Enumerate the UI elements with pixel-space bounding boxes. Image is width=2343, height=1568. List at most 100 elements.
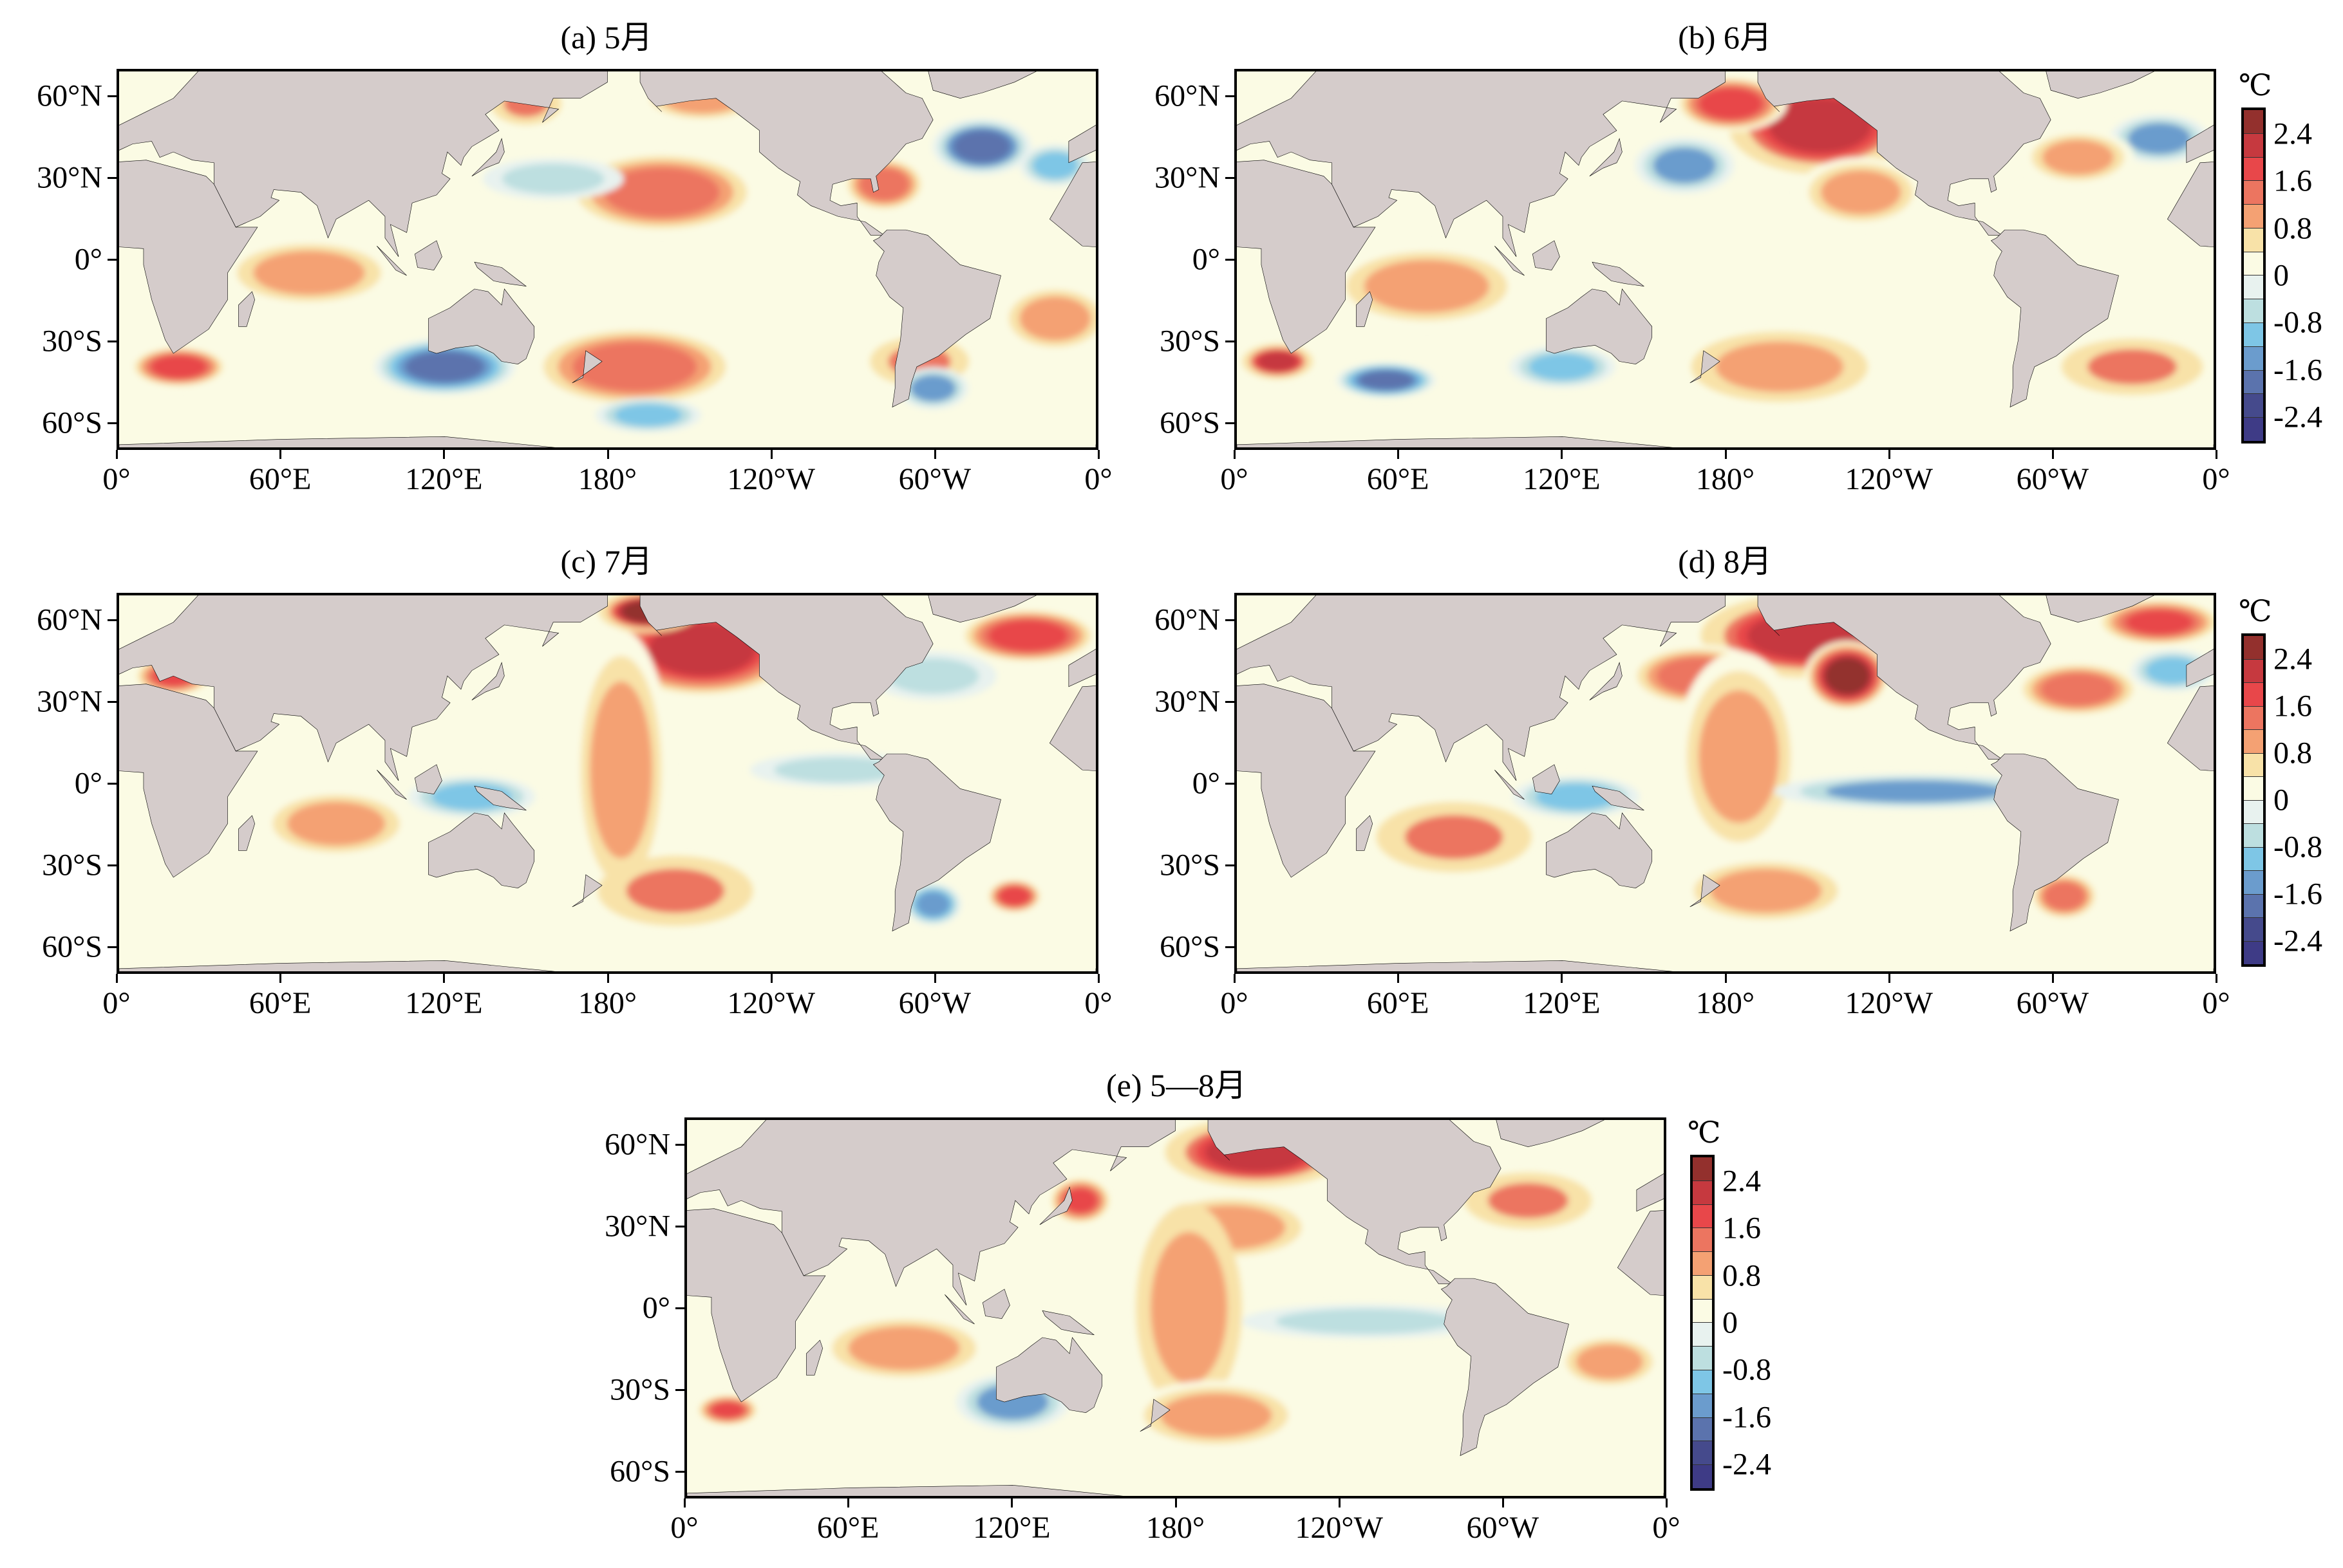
colorbar-bin — [1693, 1417, 1712, 1442]
land-mass — [1494, 246, 1524, 275]
land-mass — [1592, 786, 1644, 810]
panel-title-c: (c) 7月 — [560, 543, 653, 579]
colorbar-label: 1.6 — [2273, 163, 2312, 198]
y-tick-label: 30°S — [610, 1372, 670, 1407]
colorbar-bin — [2244, 370, 2263, 395]
x-tick-mark — [2051, 974, 2054, 983]
sst-anomaly-contour — [589, 681, 653, 859]
map-panel-a — [117, 69, 1098, 450]
x-tick-mark — [1098, 450, 1100, 459]
land-mass — [377, 770, 406, 799]
colorbar-bin — [2244, 824, 2263, 848]
sst-anomaly-contour — [952, 130, 1012, 163]
sst-anomaly-contour — [2042, 140, 2114, 175]
sst-anomaly-contour — [2044, 881, 2085, 911]
y-tick-mark — [1225, 340, 1234, 342]
sst-anomaly-contour — [1358, 370, 1414, 390]
colorbar-bin — [2244, 636, 2263, 660]
colorbar-label: 0.8 — [1722, 1258, 1761, 1293]
x-tick-mark — [770, 974, 773, 983]
y-tick-label: 0° — [1192, 242, 1220, 277]
sst-anomaly-contour — [1364, 259, 1490, 313]
colorbar-bin — [1693, 1252, 1712, 1276]
y-tick-label: 0° — [642, 1291, 670, 1325]
colorbar-label: -2.4 — [1722, 1447, 1771, 1482]
x-tick-label: 120°W — [727, 462, 815, 496]
y-tick-label: 30°N — [605, 1209, 670, 1244]
x-tick-mark — [684, 1498, 686, 1507]
x-tick-label: 60°E — [816, 1511, 880, 1545]
land-mass — [119, 436, 580, 447]
x-tick-mark — [607, 974, 609, 983]
land-mass — [415, 765, 442, 794]
colorbar-bin — [2244, 275, 2263, 300]
x-tick-mark — [1397, 450, 1400, 459]
land-mass — [2046, 71, 2160, 98]
x-tick-label: 180° — [1145, 1511, 1205, 1545]
sst-anomaly-contour — [405, 351, 485, 383]
y-tick-label: 30°S — [1160, 848, 1220, 882]
y-tick-mark — [108, 783, 117, 785]
colorbar-label: 0.8 — [2273, 211, 2312, 246]
land-mass — [572, 875, 602, 907]
y-tick-label: 0° — [74, 766, 102, 801]
y-tick-label: 30°N — [1154, 160, 1220, 195]
y-tick-mark — [108, 259, 117, 261]
colorbar-bin — [1693, 1441, 1712, 1466]
sst-anomaly-contour — [1275, 1309, 1455, 1334]
colorbar-bin — [1693, 1181, 1712, 1205]
x-tick-label: 0° — [1220, 462, 1248, 496]
y-tick-label: 0° — [1192, 766, 1220, 801]
x-tick-label: 120°E — [1523, 986, 1601, 1020]
sst-anomaly-contour — [572, 342, 697, 392]
colorbar-bin — [2244, 394, 2263, 418]
sst-anomaly-contour — [1715, 341, 1844, 393]
x-tick-label: 60°W — [898, 986, 972, 1020]
map-canvas — [1237, 595, 2214, 971]
land-mass — [472, 662, 505, 700]
land-mass — [1758, 595, 2051, 759]
colorbar-bin — [2244, 706, 2263, 730]
land-mass — [928, 595, 1042, 622]
land-mass — [1991, 754, 2118, 931]
colorbar-bin — [1693, 1157, 1712, 1181]
x-tick-mark — [1234, 450, 1236, 459]
y-tick-mark — [675, 1470, 684, 1473]
land-mass — [1049, 684, 1096, 877]
colorbar-label: 2.4 — [1722, 1164, 1761, 1199]
land-mass — [1617, 1209, 1664, 1402]
sst-anomaly-contour — [626, 868, 725, 913]
x-tick-mark — [1501, 1498, 1504, 1507]
x-tick-mark — [1234, 974, 1236, 983]
land-mass — [687, 1209, 825, 1402]
y-tick-mark — [1225, 701, 1234, 704]
sst-anomaly-contour — [648, 622, 757, 676]
x-tick-label: 60°E — [1366, 986, 1429, 1020]
y-tick-mark — [1225, 422, 1234, 424]
colorbar-label: 1.6 — [2273, 689, 2312, 723]
map-panel-b — [1234, 69, 2216, 450]
land-mass — [238, 816, 254, 850]
x-tick-mark — [847, 1498, 850, 1507]
colorbar-label: 0 — [2273, 783, 2289, 817]
y-tick-label: 60°S — [42, 929, 102, 964]
x-tick-mark — [1666, 1498, 1668, 1507]
sst-anomaly-contour — [1653, 147, 1716, 183]
sst-anomaly-contour — [1820, 170, 1901, 215]
land-mass — [1356, 292, 1372, 326]
sst-anomaly-contour — [1404, 815, 1503, 859]
sst-anomaly-contour — [1033, 152, 1078, 179]
colorbar — [2241, 633, 2266, 967]
land-mass — [119, 160, 258, 353]
map-panel-e — [684, 1117, 1666, 1498]
x-tick-mark — [1888, 974, 1890, 983]
x-tick-mark — [1338, 1498, 1341, 1507]
x-tick-mark — [1561, 974, 1563, 983]
sst-anomaly-contour — [603, 167, 720, 217]
x-tick-mark — [934, 974, 936, 983]
land-mass — [687, 1120, 1176, 1305]
x-tick-label: 120°E — [1523, 462, 1601, 496]
y-tick-label: 60°N — [37, 602, 102, 637]
map-canvas — [687, 1120, 1664, 1496]
sst-anomaly-contour — [1825, 657, 1870, 695]
